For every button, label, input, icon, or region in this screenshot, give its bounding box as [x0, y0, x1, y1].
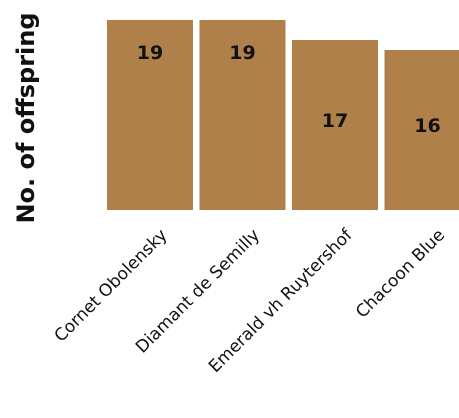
- bar-value-label-4: 16: [414, 115, 440, 137]
- bar-1: [107, 20, 193, 210]
- bar-value-label-3: 17: [322, 110, 348, 132]
- bar-value-label-1: 19: [137, 42, 163, 64]
- bar-value-label-2: 19: [229, 42, 255, 64]
- bar-3: [292, 40, 378, 210]
- bar-4: [384, 50, 459, 210]
- x-tick-label-4: Chacoon Blue: [352, 225, 449, 322]
- bar-labels-group: 19 19 17 16: [137, 42, 441, 137]
- bars-group: [107, 20, 459, 210]
- y-axis-label: No. of offspring: [12, 12, 40, 223]
- bar-2: [199, 20, 286, 210]
